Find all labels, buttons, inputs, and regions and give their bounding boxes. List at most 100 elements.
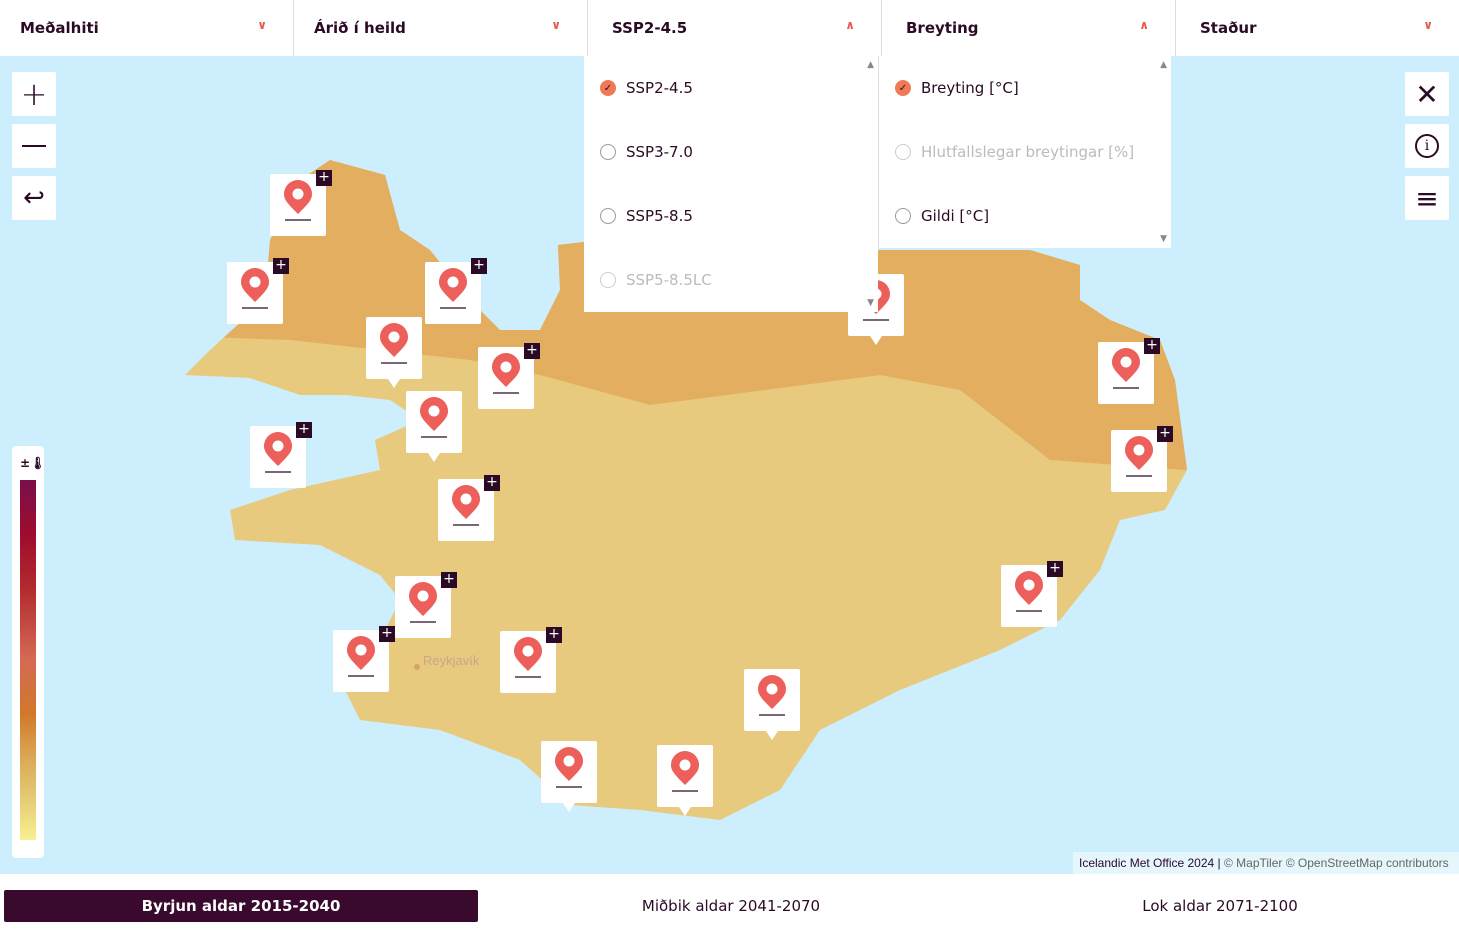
plus-icon: +: [20, 75, 48, 113]
chevron-down-icon: ∨: [257, 18, 267, 32]
map-pin-icon: [241, 268, 269, 309]
location-marker[interactable]: +: [333, 626, 395, 692]
location-marker[interactable]: +: [478, 343, 540, 409]
map-pin-icon: [555, 747, 583, 788]
chevron-down-icon: ∨: [1423, 18, 1433, 32]
scroll-up-icon[interactable]: ▲: [1160, 60, 1167, 70]
location-marker[interactable]: +: [1111, 426, 1173, 492]
map-pin-icon: [492, 353, 520, 394]
return-arrow-icon: ↩: [23, 183, 45, 213]
scroll-down-icon[interactable]: ▼: [867, 298, 874, 308]
map-pin-icon: [347, 636, 375, 677]
map-pin-icon: [420, 397, 448, 438]
info-button[interactable]: i: [1405, 124, 1449, 168]
radio-icon: ✓: [895, 80, 911, 96]
chevron-up-icon: ∧: [1139, 18, 1149, 32]
season-label: Árið í heild: [314, 19, 406, 37]
option-label: SSP5-8.5: [626, 207, 693, 225]
add-location-icon[interactable]: +: [1144, 338, 1160, 354]
location-dropdown[interactable]: Staður ∨: [1176, 0, 1459, 56]
chevron-up-icon: ∧: [845, 18, 855, 32]
radio-icon: ✓: [600, 80, 616, 96]
scroll-down-icon[interactable]: ▼: [1160, 234, 1167, 244]
location-marker[interactable]: [657, 745, 713, 816]
color-legend: ±🌡: [12, 446, 46, 858]
close-button[interactable]: ✕: [1405, 72, 1449, 116]
location-marker[interactable]: +: [227, 258, 289, 324]
scenario-dropdown[interactable]: SSP2-4.5 ∧: [588, 0, 882, 56]
location-marker[interactable]: +: [1001, 561, 1063, 627]
add-location-icon[interactable]: +: [379, 626, 395, 642]
option-label: SSP2-4.5: [626, 79, 693, 97]
location-marker[interactable]: [406, 391, 462, 462]
location-marker[interactable]: +: [395, 572, 457, 638]
add-location-icon[interactable]: +: [471, 258, 487, 274]
location-label: Staður: [1200, 19, 1257, 37]
radio-icon: [600, 144, 616, 160]
period-tab-late[interactable]: Lok aldar 2071-2100: [1142, 897, 1298, 915]
location-marker[interactable]: [366, 317, 422, 388]
city-label-reykjavik: Reykjavík: [423, 653, 480, 668]
attribution-maptiler-link[interactable]: © MapTiler © OpenStreetMap contributors: [1223, 856, 1449, 870]
city-dot: [414, 664, 420, 670]
minus-icon: [22, 145, 46, 147]
variable-label: Meðalhiti: [20, 19, 99, 37]
layers-icon: ≡: [1415, 181, 1439, 215]
option-label: SSP5-8.5LC: [626, 271, 712, 289]
reset-view-button[interactable]: ↩: [12, 176, 56, 220]
info-icon: i: [1415, 134, 1439, 158]
period-selector: Byrjun aldar 2015-2040 Miðbik aldar 2041…: [0, 874, 1459, 934]
layers-button[interactable]: ≡: [1405, 176, 1449, 220]
legend-color-bar: [20, 480, 36, 840]
option-measure[interactable]: ✓ Breyting [°C]: [879, 56, 1171, 120]
option-label: Gildi [°C]: [921, 207, 990, 225]
scenario-label: SSP2-4.5: [612, 19, 688, 37]
location-marker[interactable]: +: [270, 170, 332, 236]
add-location-icon[interactable]: +: [273, 258, 289, 274]
map-pin-icon: [380, 323, 408, 364]
option-scenario[interactable]: ✓ SSP2-4.5: [584, 56, 878, 120]
location-marker[interactable]: +: [250, 422, 312, 488]
plus-minus-thermometer-icon: ±🌡: [20, 456, 46, 470]
variable-dropdown[interactable]: Meðalhiti ∨: [0, 0, 294, 56]
zoom-out-button[interactable]: [12, 124, 56, 168]
chevron-down-icon: ∨: [551, 18, 561, 32]
map-pin-icon: [1125, 436, 1153, 477]
radio-icon: [600, 208, 616, 224]
option-measure[interactable]: Gildi [°C]: [879, 184, 1171, 248]
map-attribution: Icelandic Met Office 2024 | © MapTiler ©…: [1073, 852, 1459, 874]
location-marker[interactable]: +: [500, 627, 562, 693]
location-marker[interactable]: +: [1098, 338, 1160, 404]
zoom-in-button[interactable]: +: [12, 72, 56, 116]
add-location-icon[interactable]: +: [316, 170, 332, 186]
period-tab-mid[interactable]: Miðbik aldar 2041-2070: [641, 897, 821, 915]
radio-icon: [895, 208, 911, 224]
map-pin-icon: [284, 180, 312, 221]
season-dropdown[interactable]: Árið í heild ∨: [294, 0, 588, 56]
map-pin-icon: [452, 485, 480, 526]
measure-dropdown[interactable]: Breyting ∧: [882, 0, 1176, 56]
option-scenario[interactable]: SSP5-8.5: [584, 184, 878, 248]
attribution-owner: Icelandic Met Office 2024 |: [1079, 856, 1221, 870]
scenario-menu: ✓ SSP2-4.5 SSP3-7.0 SSP5-8.5 SSP5-8.5LC ▲ ▼: [584, 56, 878, 312]
scroll-up-icon[interactable]: ▲: [867, 60, 874, 70]
period-tab-early[interactable]: Byrjun aldar 2015-2040: [4, 890, 478, 922]
map-pin-icon: [264, 432, 292, 473]
add-location-icon[interactable]: +: [1047, 561, 1063, 577]
measure-label: Breyting: [906, 19, 979, 37]
option-measure[interactable]: Hlutfallslegar breytingar [%]: [879, 120, 1171, 184]
add-location-icon[interactable]: +: [524, 343, 540, 359]
add-location-icon[interactable]: +: [296, 422, 312, 438]
option-scenario[interactable]: SSP5-8.5LC: [584, 248, 878, 312]
radio-icon: [895, 144, 911, 160]
add-location-icon[interactable]: +: [546, 627, 562, 643]
location-marker[interactable]: [541, 741, 597, 812]
add-location-icon[interactable]: +: [441, 572, 457, 588]
option-label: Hlutfallslegar breytingar [%]: [921, 143, 1135, 161]
location-marker[interactable]: [744, 669, 800, 740]
option-scenario[interactable]: SSP3-7.0: [584, 120, 878, 184]
location-marker[interactable]: +: [425, 258, 487, 324]
add-location-icon[interactable]: +: [1157, 426, 1173, 442]
add-location-icon[interactable]: +: [484, 475, 500, 491]
location-marker[interactable]: +: [438, 475, 500, 541]
